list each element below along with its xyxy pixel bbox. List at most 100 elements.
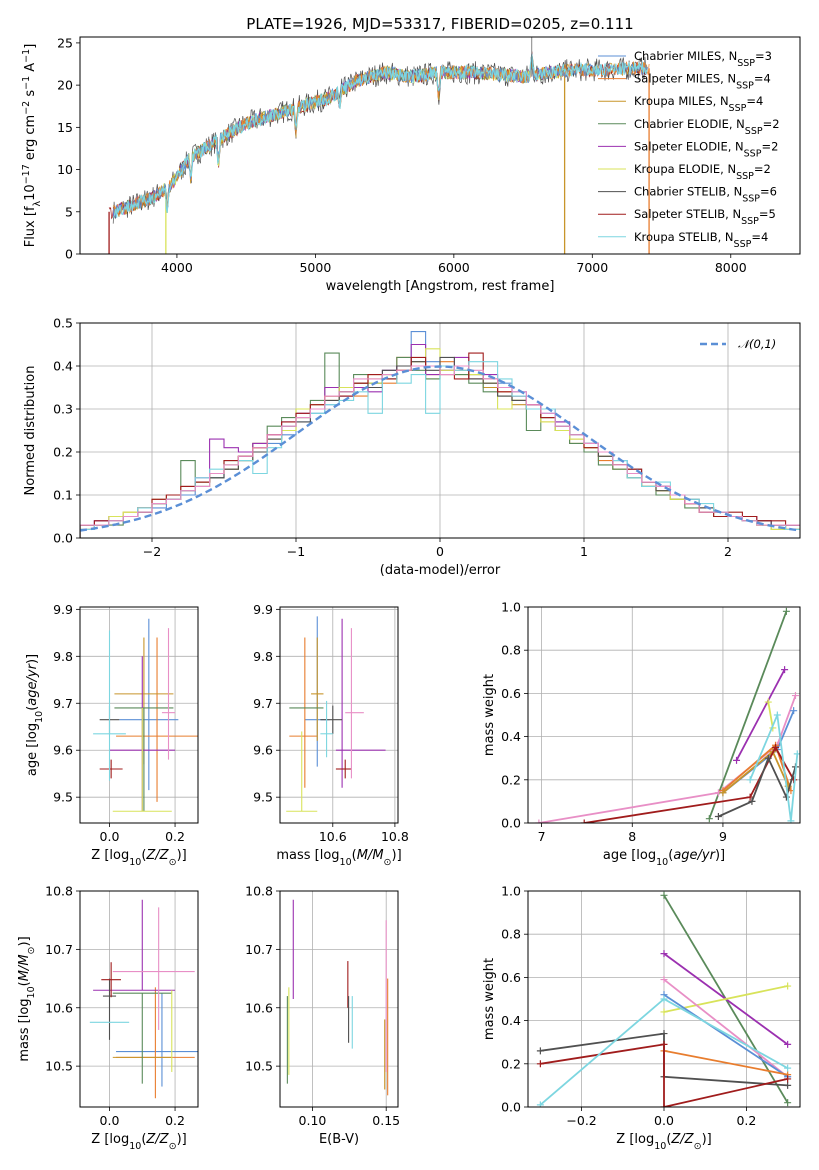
tick-label-y: 0.4 [501,1013,521,1028]
weight-marker [660,950,668,958]
label-part: Z [log [616,1132,654,1147]
weight-line [735,669,786,761]
tick-label-x: −2 [143,544,161,559]
axes-frame [79,606,199,824]
label-part: Flux [f [23,206,38,247]
label-part: 10 [654,1141,666,1152]
label-part: Salpeter ELODIE, N [634,139,744,153]
label-part: Salpeter STELIB, N [634,207,741,221]
weight-marker [764,754,772,762]
tick-label-x: 9 [719,829,727,844]
axes-mass-vs-Z: 0.0 0.210.510.610.710.8Z [log10(Z/Z⊙)]mas… [17,884,199,1152]
errorbar-pink [112,907,195,1030]
weight-marker [719,789,727,797]
label-part: Z [log [91,848,129,863]
label-part: =6 [760,185,777,199]
label-part: Salpeter MILES, N [634,72,736,86]
weight-marker [660,1030,668,1038]
errorbar-salpeter-elodie [93,899,176,991]
weight-marker [660,1040,668,1048]
weight-marker [784,1081,792,1089]
tick-label-x: 0.0 [654,1113,674,1128]
weight-series-pink [660,976,792,1081]
errorbar-chabrier-elodie [112,992,172,1084]
label-part: 10 [656,857,668,868]
label-part: )] [177,1132,187,1147]
label-part: M/M [357,848,384,863]
weight-marker [781,666,789,674]
tick-label-x: 4000 [161,260,193,275]
label-part: =2 [754,162,771,176]
weight-line [663,985,788,1013]
axes-frame [527,890,801,1108]
tick-label-y: 1.0 [501,884,521,899]
errorbar-salpeter-miles [116,987,195,1099]
plot-area-mass-vs-EBV [286,899,389,1096]
errorbar-chabrier-stelib [320,705,343,734]
label-part: mass [log [276,848,339,863]
weight-line [749,711,799,821]
label-part: −2 [21,101,32,115]
weight-marker [748,797,756,805]
label-part: ⊙ [169,1141,177,1152]
label-part: age/yr [25,662,40,705]
label-part: )] [715,848,725,863]
weight-marker [773,711,781,719]
spectrum-line-kroupa-stelib [112,54,648,218]
weight-marker [536,1047,544,1055]
label-part: λ [32,200,43,206]
axes-weight-vs-Z: −0.2 0.0 0.2 0.0 0.2 0.4 0.6 0.8 1.0 Z [log10(Z/Z… [482,884,801,1152]
tick-label-y: 10.6 [245,1000,273,1015]
spectrum-line-chabrier-elodie [112,56,565,219]
label-part: age [log [603,848,656,863]
label-part: =2 [763,117,780,131]
weight-marker [782,607,790,615]
x-axis-label: E(B-V) [319,1132,359,1147]
tick-label-x: 7 [538,829,546,844]
tick-label-x: 0.10 [299,1113,327,1128]
label-part: SSP [737,58,755,69]
tick-label-y: 9.7 [253,696,273,711]
tick-label-y: 10.6 [45,1000,73,1015]
weight-line [584,745,795,823]
tick-label-y: 0.2 [53,445,73,460]
errorbar-salpeter-elodie [335,618,386,788]
weight-marker [791,692,799,700]
weight-series-kroupa-stelib [536,995,792,1107]
label-part: ( [17,981,32,986]
label-part: age [log [25,723,40,776]
tick-label-y: 0.6 [501,970,521,985]
weight-marker [660,891,668,899]
legend-entry-chabrier-stelib: Chabrier STELIB, NSSP=6 [634,185,777,205]
label-part: (data-model)/error [380,563,501,578]
label-part: −17 [21,164,32,184]
tick-label-y: 0.8 [501,643,521,658]
axes-age-vs-mass: 10.6 10.8 9.5 9.6 9.7 9.8 9.9 mass [log10(M/M⊙)… [253,602,409,868]
label-part: Chabrier STELIB, N [634,185,742,199]
tick-label-x: 0.0 [100,1113,120,1128]
axes-age-vs-Z: 0.0 0.29.59.69.79.89.9Z [log10(Z/Z⊙)]age … [25,602,199,868]
plot-area-spectrum [108,37,650,254]
plot-area-residuals [80,331,800,538]
spectrum-line-salpeter-miles [112,60,650,217]
label-part: mass [log [17,998,32,1061]
label-part: Chabrier ELODIE, N [634,117,745,131]
label-part: Z [log [91,1132,129,1147]
weight-marker [787,817,795,823]
tick-label-y: 9.5 [53,790,73,805]
weight-marker [733,756,741,764]
errorbar-pink [345,628,364,779]
tick-label-y: 0.4 [53,359,73,374]
label-part: 10 [129,857,141,868]
x-axis-label: mass [log10(M/M⊙)] [276,848,401,868]
weight-series-kroupa-elodie [660,982,792,1016]
weight-marker [660,976,668,984]
legend-entry-kroupa-stelib: Kroupa STELIB, NSSP=4 [634,230,768,250]
tick-label-y: 1.0 [501,600,521,615]
weight-line [663,993,789,1078]
weight-marker [660,1008,668,1016]
label-part: ( [666,1132,671,1147]
errorbar-salpeter-miles [289,637,318,788]
tick-label-y: 0.2 [501,1056,521,1071]
errorbar-kroupa-stelib [93,630,126,781]
